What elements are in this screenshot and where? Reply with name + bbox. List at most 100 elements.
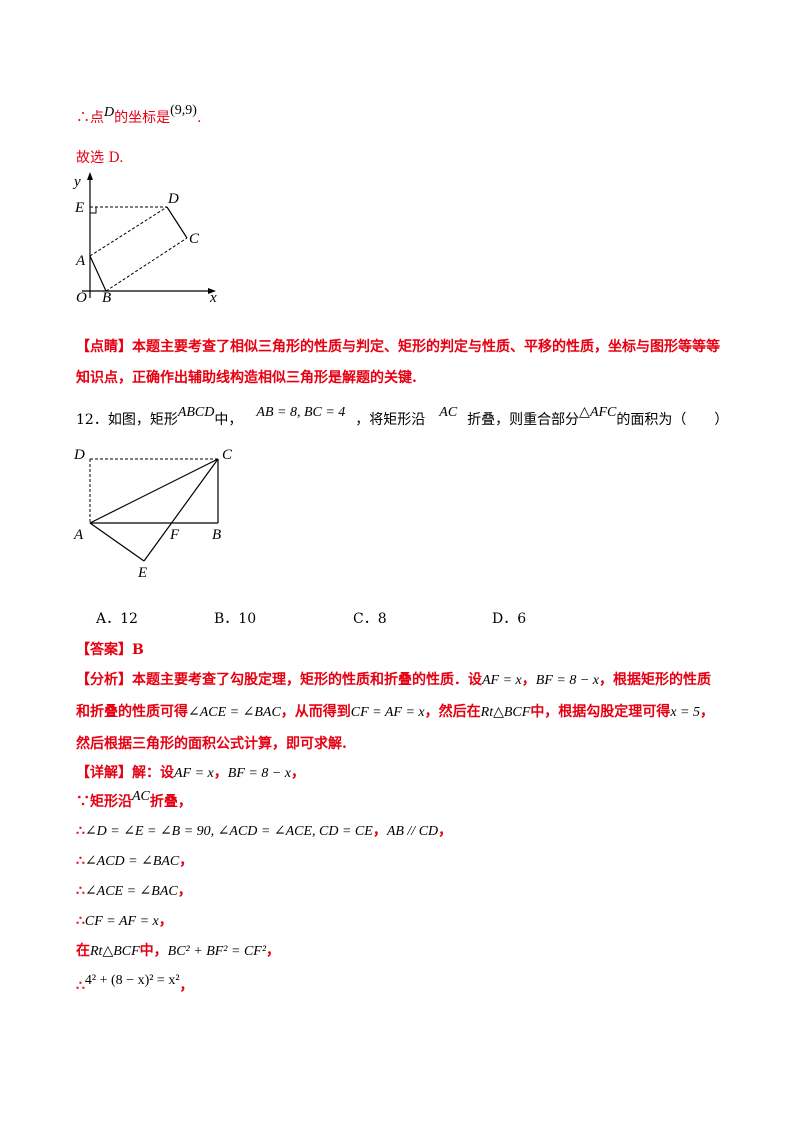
label-y: y [72, 174, 81, 190]
rect-name: ABCD [177, 405, 215, 420]
analysis2-text-e: ， [699, 704, 714, 720]
rest-text: 折叠，则重合部分 [467, 412, 580, 428]
analysis2-text-a: 和折叠的性质可得 [76, 704, 188, 720]
therefore-symbol: ∴ [76, 883, 85, 899]
analysis-line-2: 和折叠的性质可得∠ACE = ∠BAC，从而得到CF = AF = x，然后在R… [76, 702, 714, 723]
detail1-text-a: 【详解】解：设 [76, 765, 174, 781]
detail4-end: ， [179, 853, 194, 869]
therefore-symbol: ∴ [76, 853, 85, 869]
segment-ac [89, 458, 219, 524]
label-d: D [167, 191, 179, 207]
math-bf: BF = 8 − x [227, 766, 291, 781]
math-bf: BF = 8 − x [535, 673, 599, 688]
fold-figure: D C A F B E [73, 447, 233, 581]
fold-line-var: AC [439, 405, 458, 420]
detail-line-3: ∴∠D = ∠E = ∠B = 90, ∠ACD = ∠ACE, CD = CE… [76, 821, 452, 842]
detail1-end: ， [290, 765, 305, 781]
choice-c: C．8 [353, 611, 387, 627]
note-line-1: 【点睛】本题主要考查了相似三角形的性质与判定、矩形的判定与性质、平移的性质，坐标… [76, 339, 720, 355]
detail8-end: ， [179, 978, 194, 994]
therefore-symbol: ∴ [76, 978, 85, 994]
label-f: F [169, 527, 180, 543]
math-cf-eq: CF = AF = x [350, 705, 425, 720]
detail-line-2: ∵矩形沿AC折叠， [76, 789, 192, 813]
detail1-comma: ， [213, 765, 228, 781]
detail2-text-a: ∵矩形沿 [76, 794, 132, 810]
dashed-ad [89, 206, 168, 257]
given-values: AB = 8, BC = 4 [256, 405, 346, 420]
therefore-symbol: ∴ [76, 913, 85, 929]
label-c: C [189, 231, 200, 247]
answer-line: 【答案】B [76, 642, 144, 658]
label-a: A [75, 253, 86, 269]
period: . [196, 110, 202, 126]
therefore-point-text: ∴点 [76, 110, 104, 126]
math-ace-bac: ∠ACE = ∠BAC [84, 884, 178, 899]
detail7-text-a: 在 [76, 943, 90, 959]
point-d-var: D [104, 105, 115, 120]
choice-d: D．6 [492, 611, 527, 627]
analysis-text-c: ，根据矩形的性质 [598, 672, 711, 688]
choice-b: B．10 [214, 611, 257, 627]
analysis2-text-b: ，从而得到 [280, 704, 351, 720]
detail3-comma: ， [372, 823, 387, 839]
ask-text: 的面积为（ ） [616, 412, 729, 428]
analysis-line-3: 然后根据三角形的面积公式计算，即可求解. [76, 736, 347, 752]
detail-line-4: ∴∠ACD = ∠BAC， [76, 851, 193, 872]
choice-a: A．12 [96, 611, 138, 627]
math-rt-bcf: Rt△BCF [90, 944, 140, 959]
math-pythagoras: BC² + BF² = CF² [167, 944, 267, 959]
y-axis-arrow [87, 172, 93, 180]
label-c: C [222, 447, 233, 463]
analysis-comma: ， [521, 672, 536, 688]
detail2-text-b: 折叠， [149, 794, 192, 810]
coordinate-value: (9,9) [170, 103, 197, 118]
math-rt-bcf: Rt△BCF [480, 705, 531, 720]
detail-line-7: 在Rt△BCF中，BC² + BF² = CF²， [76, 941, 280, 962]
in-text: 中， [214, 412, 243, 428]
detail-line-8: ∴4² + (8 − x)² = x²， [76, 973, 194, 997]
label-o: O [76, 290, 87, 305]
label-b: B [212, 527, 221, 543]
x-axis-arrow [208, 288, 216, 294]
analysis2-text-d: 中，根据勾股定理可得 [530, 704, 671, 720]
segment-dc [166, 206, 188, 239]
fold-text: ，将矩形沿 [355, 412, 426, 428]
label-b: B [102, 290, 111, 305]
question-number-text: 12．如图，矩形 [76, 412, 178, 428]
analysis-line-1: 【分析】本题主要考查了勾股定理，矩形的性质和折叠的性质．设AF = x，BF =… [76, 670, 711, 691]
label-e: E [74, 200, 84, 216]
math-ac: AC [132, 789, 150, 804]
label-d: D [73, 447, 85, 463]
conclusion-line: ∴点D的坐标是(9,9). [76, 103, 202, 129]
therefore-symbol: ∴ [76, 823, 85, 839]
math-cf-af-x: CF = AF = x [84, 914, 159, 929]
note-line-2: 知识点，正确作出辅助线构造相似三角形是解题的关键. [76, 370, 417, 386]
detail-line-6: ∴CF = AF = x， [76, 911, 173, 932]
math-angle-eq: ∠ACE = ∠BAC [188, 705, 281, 720]
right-angle-mark-e [90, 207, 97, 214]
question-12: 12．如图，矩形ABCD中， AB = 8, BC = 4 ，将矩形沿 AC 折叠，则重… [76, 405, 729, 431]
math-af-x: AF = x [174, 766, 214, 781]
math-acd-bac: ∠ACD = ∠BAC [84, 854, 180, 869]
math-parallel: AB // CD [386, 824, 439, 839]
analysis-text-a: 【分析】本题主要考查了勾股定理，矩形的性质和折叠的性质．设 [76, 672, 482, 688]
detail3-end: ， [438, 823, 453, 839]
detail5-end: ， [177, 883, 192, 899]
coord-is-text: 的坐标是 [114, 110, 171, 126]
math-angles: ∠D = ∠E = ∠B = 90, ∠ACD = ∠ACE, CD = CE [84, 824, 373, 839]
segment-ae [89, 522, 145, 562]
analysis2-text-c: ，然后在 [424, 704, 481, 720]
math-equation: 4² + (8 − x)² = x² [84, 973, 180, 988]
coordinate-figure: y E D C A O B x [72, 172, 217, 305]
dashed-bc [105, 237, 188, 292]
math-af-x: AF = x [482, 673, 522, 688]
label-e: E [137, 565, 147, 581]
choose-line: 故选 D. [76, 150, 124, 166]
detail-line-5: ∴∠ACE = ∠BAC， [76, 881, 192, 902]
label-x: x [209, 290, 217, 305]
triangle-afc: △AFC [579, 405, 617, 420]
detail7-text-b: 中， [139, 943, 168, 959]
detail-line-1: 【详解】解：设AF = x，BF = 8 − x， [76, 763, 305, 784]
segment-ec [143, 458, 219, 562]
